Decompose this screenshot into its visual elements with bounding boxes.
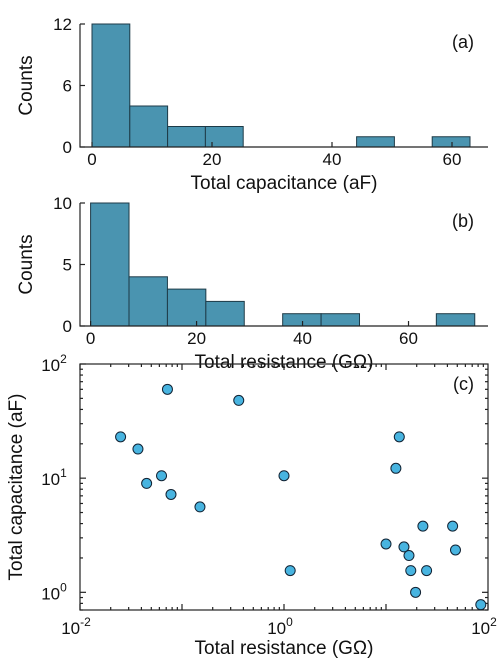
y-axis-title: Counts: [16, 55, 37, 115]
y-tick-label: 101: [41, 466, 67, 489]
y-tick-label: 5: [63, 256, 72, 275]
scatter-point: [393, 431, 405, 443]
scatter-point: [233, 394, 245, 406]
x-tick-label: 60: [399, 329, 418, 348]
scatter-point: [156, 470, 168, 482]
histogram-bar: [166, 288, 207, 327]
scatter-point: [410, 586, 422, 598]
y-tick-label: 102: [41, 352, 67, 375]
scatter-point: [417, 520, 429, 532]
x-axis-title: Total resistance (GΩ): [195, 352, 374, 373]
scatter-point: [398, 541, 410, 553]
scatter-point: [421, 565, 433, 577]
scatter-point: [132, 443, 144, 455]
histogram-bar: [90, 202, 130, 327]
y-axis-title: Total capacitance (aF): [6, 394, 27, 581]
y-tick-label: 6: [63, 77, 72, 96]
x-tick-label: 40: [323, 150, 342, 169]
histogram-bar: [91, 23, 131, 148]
y-tick-label: 10: [53, 194, 72, 213]
scatter-point: [403, 550, 415, 562]
y-axis-title: Counts: [16, 234, 37, 294]
histogram-bar: [167, 126, 206, 148]
scatter-point: [405, 565, 417, 577]
x-tick-label: 20: [187, 329, 206, 348]
x-tick-label: 60: [443, 150, 462, 169]
x-axis-title: Total resistance (GΩ): [195, 638, 374, 659]
histogram-bar: [435, 313, 476, 327]
y-tick-label: 0: [63, 138, 72, 157]
x-tick-label: 10-2: [61, 615, 91, 638]
histogram-bar: [356, 136, 395, 148]
histogram-bar: [282, 313, 322, 327]
scatter-point: [475, 599, 487, 611]
y-tick-label: 12: [53, 15, 72, 34]
scatter-point: [165, 488, 177, 500]
panel-label: (c): [453, 374, 474, 394]
histogram-bar: [129, 105, 169, 148]
histogram-bar: [204, 126, 244, 148]
scatter-point: [390, 462, 402, 474]
x-tick-label: 0: [87, 150, 96, 169]
scatter-point: [115, 431, 127, 443]
scatter-point: [141, 477, 153, 489]
scatter-point: [447, 520, 459, 532]
histogram-bar: [431, 136, 471, 148]
histogram-resistance: 0 20 40 60 0 5 10 Total resistance (GΩ) Counts (b…: [16, 194, 488, 373]
histogram-bar: [128, 276, 168, 327]
x-tick-label: 20: [203, 150, 222, 169]
scatter-point: [194, 501, 206, 513]
panel-label: (b): [452, 211, 474, 231]
x-tick-label: 0: [86, 329, 95, 348]
y-tick-label: 0: [63, 317, 72, 336]
scatter-capacitance-vs-resistance: 10-2 100 102 100 101 102 Total resistance (GΩ)…: [6, 352, 497, 659]
x-tick-label: 100: [267, 615, 293, 638]
x-tick-label: 102: [471, 615, 497, 638]
scatter-point: [380, 538, 392, 550]
histogram-capacitance: 0 20 40 60 0 6 12 Total capacitance (aF) Counts (…: [16, 15, 488, 194]
scatter-point: [161, 383, 173, 395]
scatter-point: [449, 544, 461, 556]
panel-label: (a): [452, 32, 474, 52]
x-tick-label: 40: [293, 329, 312, 348]
histogram-bar: [320, 313, 361, 327]
scatter-point: [284, 565, 296, 577]
y-tick-label: 100: [41, 580, 67, 603]
histogram-bar: [205, 300, 245, 327]
scatter-point: [278, 470, 290, 482]
x-axis-title: Total capacitance (aF): [191, 173, 378, 194]
